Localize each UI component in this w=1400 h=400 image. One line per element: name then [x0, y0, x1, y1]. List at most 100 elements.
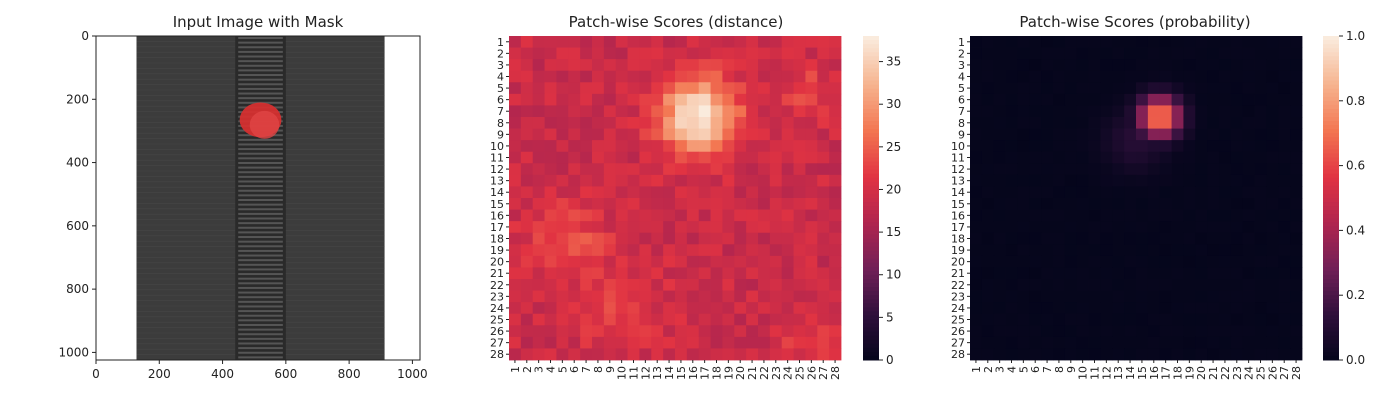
heatmap-cell: [1005, 128, 1018, 141]
heatmap-cell: [1100, 232, 1113, 245]
heatmap-cell: [746, 59, 759, 72]
heatmap-cell: [651, 93, 664, 106]
heatmap-cell: [805, 348, 818, 361]
heatmap-cell: [1219, 302, 1232, 315]
heatmap-cell: [1183, 313, 1196, 326]
row-label: 24: [951, 302, 965, 315]
heatmap-cell: [805, 255, 818, 268]
heatmap-cell: [1053, 267, 1066, 280]
zipper-tooth: [238, 208, 283, 211]
heatmap-cell: [829, 174, 842, 187]
heatmap-cell: [1171, 336, 1184, 349]
heatmap-cell: [769, 128, 783, 141]
heatmap-cell: [1171, 36, 1184, 48]
colorbar-segment: [863, 125, 879, 130]
heatmap-cell: [544, 59, 557, 72]
heatmap-cell: [1005, 82, 1018, 95]
heatmap-cell: [722, 59, 735, 72]
heatmap-cell: [781, 232, 794, 245]
heatmap-cell: [1017, 117, 1030, 129]
heatmap-cell: [568, 47, 581, 60]
heatmap-cell: [805, 232, 818, 245]
heatmap-cell: [758, 151, 771, 164]
heatmap-cell: [1207, 325, 1220, 338]
heatmap-cell: [686, 267, 700, 280]
heatmap-cell: [1266, 47, 1279, 60]
heatmap-cell: [1076, 232, 1089, 245]
heatmap-cell: [1278, 325, 1291, 338]
heatmap-cell: [758, 163, 771, 176]
heatmap-cell: [734, 70, 747, 83]
heatmap-cell: [1112, 174, 1125, 187]
heatmap-cell: [627, 267, 640, 280]
heatmap-cell: [639, 151, 652, 164]
distance-heatmap-panel: Patch-wise Scores (distance) 12345678910…: [490, 13, 901, 380]
heatmap-cell: [1195, 82, 1208, 95]
heatmap-cell: [710, 93, 723, 106]
heatmap-cell: [1112, 290, 1125, 303]
heatmap-cell: [981, 267, 995, 280]
heatmap-cell: [568, 209, 581, 222]
heatmap-cell: [805, 174, 818, 187]
heatmap-cell: [1112, 267, 1125, 280]
heatmap-cell: [1041, 163, 1054, 176]
heatmap-cell: [710, 313, 723, 326]
y-tick-label: 0: [81, 29, 89, 43]
row-label: 28: [490, 348, 504, 361]
heatmap-cell: [1183, 244, 1196, 257]
colorbar-segment: [863, 246, 879, 252]
heatmap-cell: [1171, 47, 1184, 60]
heatmap-cell: [1041, 267, 1054, 280]
colorbar-segment: [1323, 238, 1339, 244]
heatmap-cell: [1112, 70, 1125, 83]
colorbar-segment: [1323, 234, 1339, 239]
heatmap-cell: [758, 198, 771, 210]
heatmap-cell: [615, 105, 628, 118]
heatmap-cell: [686, 105, 700, 118]
heatmap-cell: [981, 302, 995, 315]
heatmap-cell: [1207, 336, 1220, 349]
heatmap-cell: [556, 117, 569, 129]
heatmap-cell: [592, 302, 605, 315]
colorbar-segment: [863, 36, 879, 41]
colorbar-segment: [1323, 129, 1339, 134]
heatmap-cell: [993, 105, 1006, 118]
zipper-tooth: [238, 64, 283, 67]
heatmap-cell: [520, 47, 534, 60]
heatmap-cell: [1195, 221, 1208, 234]
heatmap-cell: [1100, 151, 1113, 164]
colorbar-segment: [1323, 68, 1339, 73]
heatmap-cell: [829, 163, 842, 176]
colorbar-segment: [1323, 193, 1339, 199]
heatmap-cell: [758, 47, 771, 60]
zipper-tooth: [238, 319, 283, 322]
heatmap-cell: [829, 70, 842, 83]
heatmap-cell: [592, 255, 605, 268]
heatmap-cell: [651, 59, 664, 72]
heatmap-cell: [746, 163, 759, 176]
heatmap-cell: [698, 128, 711, 141]
heatmap-cell: [1147, 336, 1161, 349]
heatmap-cell: [993, 302, 1006, 315]
heatmap-cell: [817, 209, 830, 222]
heatmap-cell: [675, 221, 688, 234]
heatmap-cell: [1017, 59, 1030, 72]
heatmap-cell: [675, 209, 688, 222]
heatmap-cell: [686, 336, 700, 349]
heatmap-cell: [1100, 117, 1113, 129]
heatmap-cell: [1064, 325, 1078, 338]
heatmap-cell: [663, 93, 676, 106]
heatmap-cell: [615, 348, 628, 361]
heatmap-cell: [1242, 209, 1255, 222]
heatmap-cell: [663, 47, 676, 60]
heatmap-cell: [1053, 209, 1066, 222]
heatmap-cell: [1076, 348, 1089, 361]
heatmap-cell: [1112, 232, 1125, 245]
heatmap-cell: [1136, 302, 1149, 315]
col-label: 23: [1231, 366, 1244, 380]
colorbar-segment: [863, 112, 879, 118]
colorbar-segment: [863, 169, 879, 175]
heatmap-cell: [1219, 59, 1232, 72]
heatmap-cell: [1195, 209, 1208, 222]
heatmap-cell: [805, 36, 818, 48]
